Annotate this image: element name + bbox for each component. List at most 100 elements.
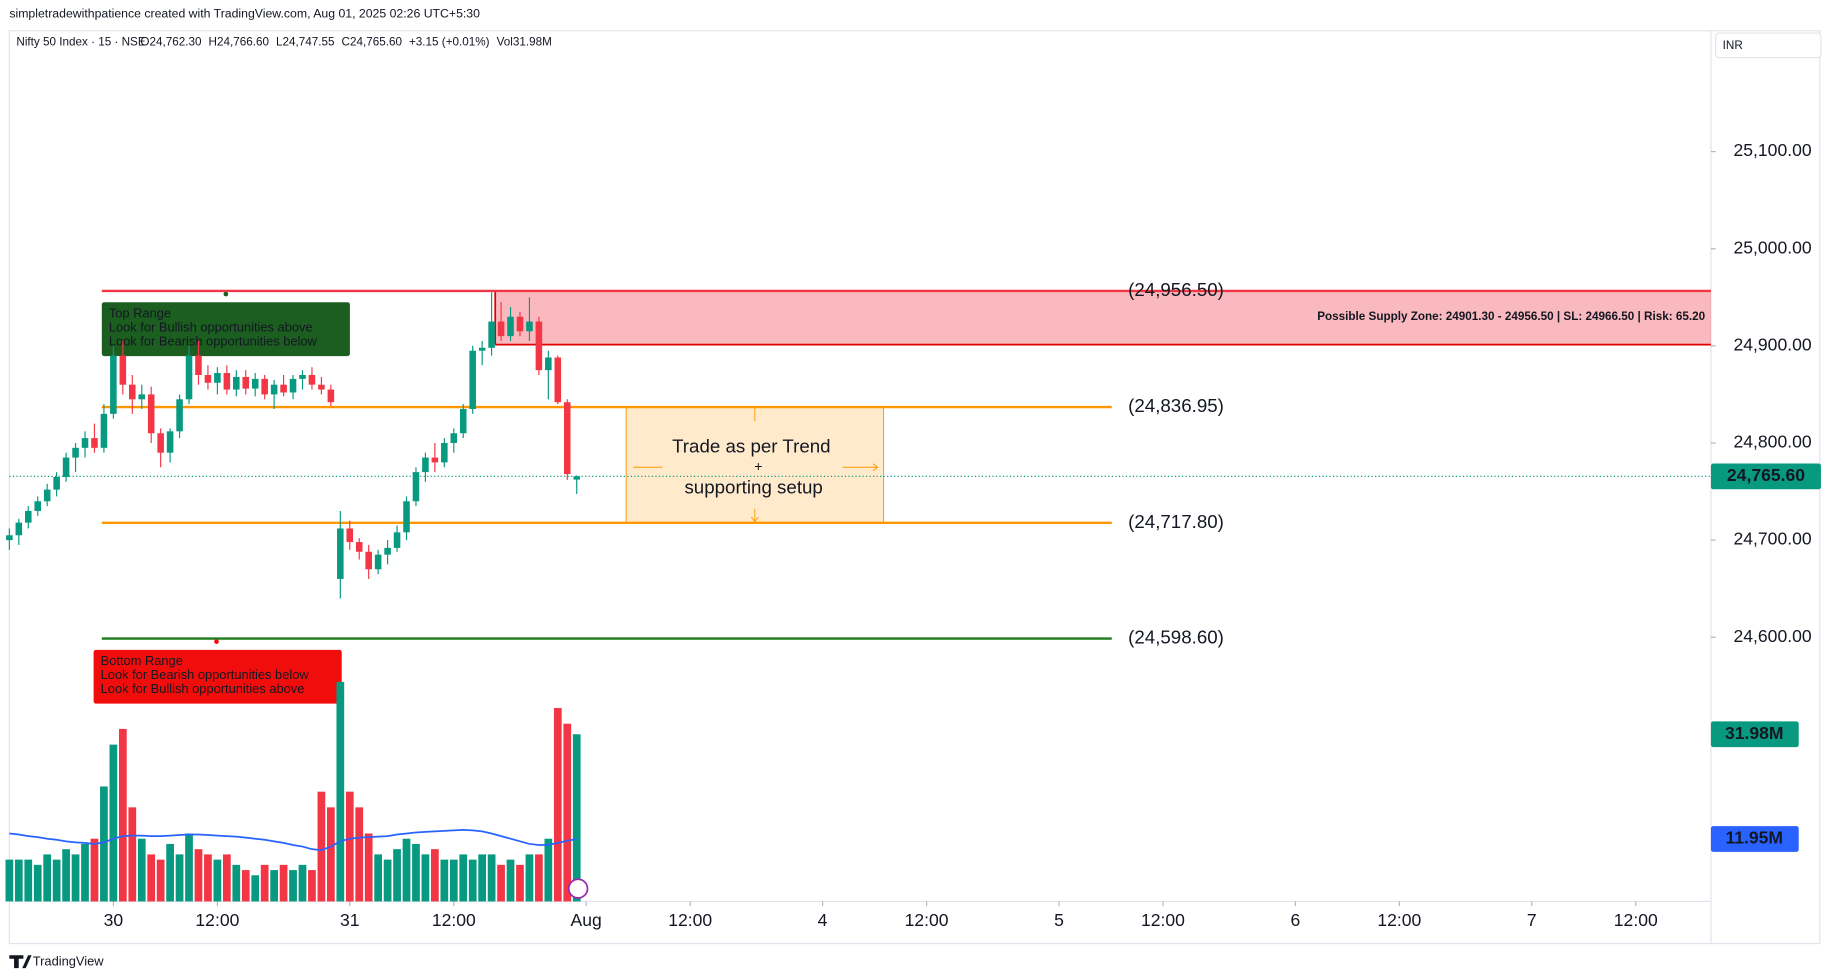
volume-bar xyxy=(487,854,496,902)
candle-body xyxy=(478,347,486,351)
volume-bar xyxy=(563,723,572,902)
y-tick-label: 24,800.00 xyxy=(1734,432,1812,452)
candle-body xyxy=(422,457,429,473)
candle-body xyxy=(62,457,70,477)
candle-body xyxy=(337,528,344,579)
candle-body xyxy=(384,547,391,555)
candle-body xyxy=(100,413,108,448)
volume-bar xyxy=(270,870,278,902)
range-note-text: Look for Bearish opportunities below xyxy=(101,667,310,682)
candle-body xyxy=(53,476,60,490)
volume-bar xyxy=(317,791,326,902)
volume-bar xyxy=(118,728,127,902)
candle-body xyxy=(24,510,32,523)
x-tick-label: 12:00 xyxy=(1141,910,1185,930)
candle-body xyxy=(147,394,155,434)
candle-body xyxy=(441,442,448,463)
candle-body xyxy=(488,321,495,348)
candle-body xyxy=(327,389,335,403)
volume-bar xyxy=(52,859,61,902)
level-label: (24,836.95) xyxy=(1128,395,1224,416)
ohlc-legend: L24,747.55 xyxy=(276,36,335,49)
volume-ma-line xyxy=(9,828,577,852)
candle-body xyxy=(507,316,514,337)
candle-body xyxy=(545,357,552,371)
ohlc-legend: C24,765.60 xyxy=(342,36,403,49)
range-note-anchor xyxy=(223,291,229,297)
candle-body xyxy=(450,433,458,443)
volume-bar xyxy=(166,843,174,902)
range-note-anchor xyxy=(214,639,219,644)
candle-body xyxy=(185,355,193,400)
trade-box-arrows xyxy=(633,407,879,523)
volume-bar xyxy=(468,859,477,902)
y-tick-label: 24,700.00 xyxy=(1734,529,1812,549)
candle-body xyxy=(91,438,98,448)
volume-bar xyxy=(241,870,250,902)
volume-bar xyxy=(516,864,524,902)
volume-bar xyxy=(128,807,137,902)
x-tick-label: Aug xyxy=(571,910,602,930)
ohlc-legend: +3.15 (+0.01%) xyxy=(409,36,490,49)
candle-body xyxy=(204,374,212,383)
candle-body xyxy=(261,378,268,395)
candle-body xyxy=(195,355,202,375)
volume-label-box xyxy=(1710,721,1799,748)
footer: TradingView xyxy=(33,954,104,969)
ohlc-legend: H24,766.60 xyxy=(209,36,270,49)
volume-bar xyxy=(336,681,345,902)
volume-bar xyxy=(355,807,364,902)
volume-bar xyxy=(478,854,487,902)
volume-bar xyxy=(289,870,297,902)
range-note-box xyxy=(93,649,342,704)
candle-body xyxy=(43,489,51,502)
candle-body xyxy=(270,384,278,395)
volume-bar xyxy=(402,838,411,902)
candle-body xyxy=(516,316,524,332)
volume-bar xyxy=(33,864,42,902)
candle-body xyxy=(346,528,354,543)
volume-bar xyxy=(147,854,156,902)
volume-bar xyxy=(459,854,468,902)
volume-bar xyxy=(71,854,80,902)
x-tick-label: 12:00 xyxy=(668,910,712,930)
candle-body xyxy=(355,542,363,552)
candle-body xyxy=(72,447,79,458)
volume-bar xyxy=(137,838,146,902)
trade-box-text: Trade as per Trend xyxy=(672,435,831,456)
alert-icon xyxy=(567,878,589,899)
candle-body xyxy=(469,350,476,409)
y-tick-label: 24,600.00 xyxy=(1734,626,1812,646)
currency-box[interactable] xyxy=(1715,32,1822,59)
candle-body xyxy=(251,378,259,389)
x-tick-label: 31 xyxy=(340,910,360,930)
volume-bar xyxy=(506,859,515,902)
volume-bar xyxy=(345,791,354,902)
footer-logo xyxy=(9,955,32,969)
candle-body xyxy=(34,501,42,511)
candle-body xyxy=(497,321,505,337)
candle-body xyxy=(393,532,401,548)
volume-bar xyxy=(326,807,335,902)
x-tick-label: 7 xyxy=(1527,910,1537,930)
volume-bar xyxy=(14,859,23,902)
candle-body xyxy=(157,433,164,453)
volume-bar xyxy=(535,854,543,902)
candle-body xyxy=(223,373,231,390)
volume-label: 31.98M xyxy=(1725,723,1784,743)
x-tick-label: 6 xyxy=(1290,910,1300,930)
volume-bar xyxy=(100,786,108,902)
volume-bar xyxy=(308,870,316,902)
watermark: simpletradewithpatience created with Tra… xyxy=(9,7,480,21)
candle-body xyxy=(129,384,136,400)
currency[interactable]: INR xyxy=(1723,39,1743,52)
volume-bar xyxy=(5,859,14,902)
trade-box-text: supporting setup xyxy=(684,476,822,497)
last-price-box xyxy=(1710,463,1821,490)
y-tick-label: 25,000.00 xyxy=(1734,237,1812,257)
candle-body xyxy=(6,535,13,541)
candle-body xyxy=(554,357,562,403)
supply-zone xyxy=(495,290,1711,345)
x-tick-label: 12:00 xyxy=(195,910,239,930)
range-note-text: Look for Bullish opportunities above xyxy=(101,681,305,696)
